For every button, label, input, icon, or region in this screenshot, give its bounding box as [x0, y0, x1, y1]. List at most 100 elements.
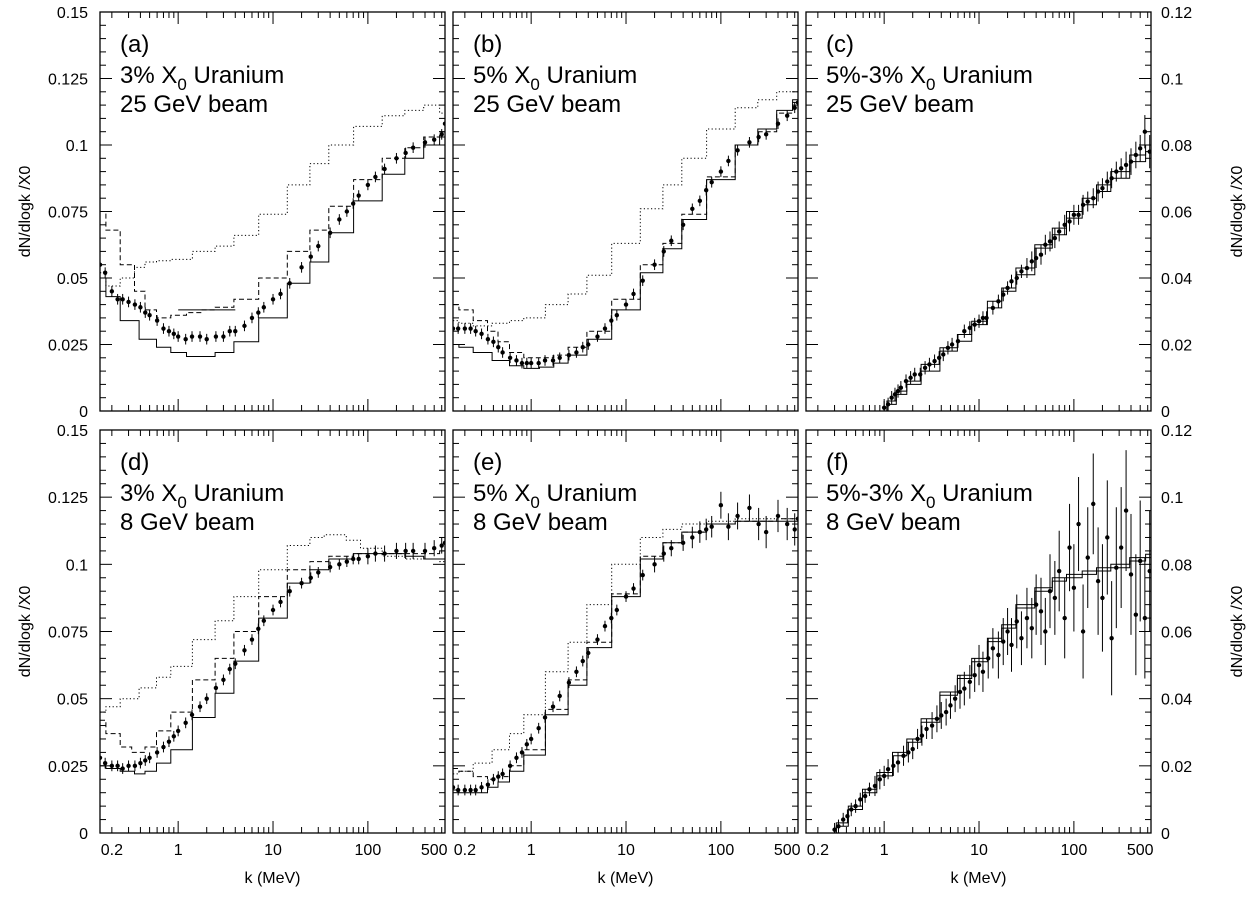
- data-point: [227, 325, 232, 337]
- data-point: [986, 638, 991, 679]
- data-point: [422, 542, 428, 559]
- y-tick-label: 0.02: [1161, 338, 1192, 355]
- data-point: [1080, 584, 1086, 679]
- data-point: [1118, 487, 1124, 608]
- data-point: [631, 288, 636, 300]
- series-solid-2: [100, 553, 445, 775]
- data-point: [171, 328, 177, 340]
- panel-material-sub: 0: [926, 493, 935, 512]
- data-point: [1024, 587, 1030, 649]
- data-point: [784, 507, 790, 541]
- y-tick-label: 0.04: [1161, 271, 1192, 288]
- panel-tag: (f): [826, 449, 849, 476]
- data-point: [718, 166, 724, 177]
- data-point: [775, 499, 781, 533]
- x-tick-label: 0.2: [807, 842, 829, 859]
- data-point: [256, 307, 261, 318]
- data-point: [120, 763, 125, 774]
- series-solid-2: [453, 99, 798, 369]
- data-point: [270, 604, 276, 616]
- x-axis-title: k (MeV): [245, 870, 301, 887]
- data-point: [1133, 141, 1139, 169]
- data-point: [1128, 148, 1134, 175]
- panel-material-b: Uranium: [936, 62, 1033, 89]
- data-point: [514, 355, 519, 366]
- x-tick-label: 1: [174, 842, 183, 859]
- data-point: [126, 296, 131, 308]
- data-point: [337, 214, 342, 225]
- data-point: [316, 240, 321, 252]
- data-point: [365, 179, 371, 191]
- data-point: [980, 651, 986, 692]
- data-point: [885, 397, 891, 411]
- panel-material-b: Uranium: [540, 480, 637, 507]
- data-point: [166, 325, 172, 337]
- panel-material-a: 5%-3% X: [826, 62, 926, 89]
- data-point: [680, 219, 686, 231]
- data-point: [763, 515, 769, 549]
- panel-material: 5% X0 Uranium: [473, 480, 637, 512]
- data-point: [1100, 178, 1105, 199]
- y-tick-label: 0: [79, 404, 88, 421]
- y-tick-label: 0.06: [1161, 625, 1192, 642]
- data-point: [1071, 204, 1077, 225]
- data-point: [872, 775, 878, 797]
- data-point: [1014, 594, 1019, 649]
- data-point: [455, 323, 461, 334]
- data-point: [410, 142, 416, 153]
- data-point: [1014, 271, 1019, 285]
- series-dashed-1: [100, 131, 445, 319]
- data-point: [154, 747, 160, 758]
- data-point: [980, 311, 986, 325]
- y-tick-label: 0.1: [66, 138, 88, 155]
- y-tick-label: 0.1: [1161, 490, 1183, 507]
- data-point: [1062, 214, 1067, 235]
- x-tick-label: 100: [708, 842, 735, 859]
- data-point: [365, 548, 371, 565]
- data-point: [877, 769, 883, 790]
- y-tick-label: 0: [1161, 404, 1170, 421]
- x-tick-label: 10: [970, 842, 988, 859]
- data-point: [709, 515, 714, 538]
- y-tick-label: 0.06: [1161, 205, 1192, 222]
- x-tick-label: 500: [774, 842, 801, 859]
- data-point: [709, 176, 714, 188]
- data-point: [640, 275, 645, 286]
- panel-material-b: Uranium: [540, 62, 637, 89]
- data-point: [915, 728, 920, 750]
- panel-d: 0 0.025 0.05 0.075 0.1 0.125 0.15 0.2 1 10 100 500 k…: [17, 423, 448, 887]
- data-point: [690, 203, 695, 215]
- data-point: [100, 752, 103, 764]
- panel-beam: 25 GeV beam: [826, 91, 974, 118]
- data-point: [439, 129, 444, 140]
- data-point: [895, 752, 901, 773]
- panel-material-b: Uranium: [187, 62, 284, 89]
- data-point: [602, 620, 608, 632]
- data-point: [213, 331, 219, 342]
- data-point: [161, 741, 166, 753]
- data-point: [1137, 135, 1143, 162]
- data-point: [485, 333, 491, 345]
- data-point: [602, 323, 608, 334]
- panel-material-b: Uranium: [936, 480, 1033, 507]
- panel-material-sub: 0: [530, 493, 539, 512]
- series-dashed-1: [453, 101, 798, 359]
- data-point: [431, 134, 437, 145]
- data-point: [496, 771, 501, 782]
- data-point: [735, 502, 740, 530]
- data-point: [394, 542, 399, 559]
- data-point: [242, 644, 247, 656]
- y-tick-label: 0.15: [57, 5, 88, 22]
- data-point: [183, 717, 188, 729]
- data-point: [1033, 248, 1039, 269]
- panel-c: 0 0.02 0.04 0.06 0.08 0.1 0.12 dN/dlogk /X0 (c) 5…: [805, 5, 1246, 421]
- series-dashed-1: [100, 550, 445, 753]
- data-point: [1009, 618, 1014, 672]
- data-point: [519, 357, 525, 369]
- data-point: [337, 558, 342, 570]
- x-tick-label: 500: [421, 842, 448, 859]
- data-point: [507, 352, 513, 364]
- panel-material: 5% X0 Uranium: [473, 62, 637, 94]
- data-point: [102, 267, 108, 278]
- data-point: [936, 351, 942, 365]
